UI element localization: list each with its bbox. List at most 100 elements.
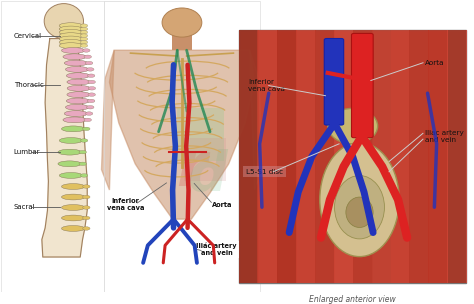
- Ellipse shape: [64, 60, 88, 66]
- Text: Sacral: Sacral: [14, 205, 36, 210]
- Ellipse shape: [85, 61, 93, 65]
- Ellipse shape: [62, 194, 85, 200]
- FancyBboxPatch shape: [428, 30, 448, 283]
- Ellipse shape: [80, 31, 88, 34]
- Ellipse shape: [87, 105, 94, 109]
- FancyBboxPatch shape: [239, 30, 466, 283]
- Ellipse shape: [79, 150, 86, 154]
- Ellipse shape: [88, 93, 95, 96]
- Ellipse shape: [64, 111, 88, 116]
- Ellipse shape: [82, 49, 90, 52]
- Ellipse shape: [59, 43, 82, 49]
- Ellipse shape: [65, 104, 89, 110]
- Polygon shape: [250, 50, 263, 190]
- FancyBboxPatch shape: [258, 30, 278, 283]
- Ellipse shape: [58, 161, 82, 167]
- Ellipse shape: [62, 215, 85, 221]
- Ellipse shape: [67, 85, 91, 91]
- FancyBboxPatch shape: [239, 30, 257, 283]
- Ellipse shape: [87, 67, 94, 71]
- Ellipse shape: [59, 138, 82, 143]
- Ellipse shape: [82, 216, 90, 220]
- Ellipse shape: [58, 149, 82, 155]
- FancyBboxPatch shape: [104, 1, 260, 292]
- Text: Lumbar: Lumbar: [14, 149, 40, 155]
- Ellipse shape: [80, 27, 88, 31]
- Text: Thoracic: Thoracic: [14, 82, 44, 88]
- Ellipse shape: [79, 162, 86, 166]
- Ellipse shape: [81, 174, 88, 177]
- Ellipse shape: [66, 73, 90, 79]
- Text: Inferior
vena cava: Inferior vena cava: [248, 79, 285, 92]
- Ellipse shape: [67, 92, 91, 98]
- FancyBboxPatch shape: [334, 30, 354, 283]
- FancyBboxPatch shape: [277, 30, 297, 283]
- FancyBboxPatch shape: [447, 30, 467, 283]
- Ellipse shape: [62, 205, 85, 210]
- Ellipse shape: [346, 197, 373, 227]
- Ellipse shape: [63, 54, 86, 60]
- Text: Inferior
vena cava: Inferior vena cava: [107, 198, 144, 211]
- FancyBboxPatch shape: [177, 109, 224, 161]
- Ellipse shape: [335, 175, 384, 239]
- Ellipse shape: [80, 37, 88, 41]
- Text: Aorta: Aorta: [212, 202, 233, 208]
- FancyBboxPatch shape: [296, 30, 316, 283]
- Ellipse shape: [59, 26, 82, 32]
- Ellipse shape: [66, 98, 90, 104]
- Text: Iliac artery
and vein: Iliac artery and vein: [196, 243, 237, 256]
- Ellipse shape: [82, 206, 90, 209]
- Ellipse shape: [88, 80, 95, 84]
- Text: Sacrum: Sacrum: [343, 195, 376, 204]
- Ellipse shape: [59, 36, 82, 42]
- Text: Cervical: Cervical: [14, 33, 42, 39]
- Ellipse shape: [88, 87, 96, 90]
- Ellipse shape: [81, 139, 88, 142]
- Ellipse shape: [80, 44, 88, 47]
- Ellipse shape: [87, 99, 95, 103]
- Ellipse shape: [59, 40, 82, 45]
- FancyBboxPatch shape: [391, 30, 410, 283]
- Text: Iliac artery
and vein: Iliac artery and vein: [425, 130, 464, 143]
- Text: L5-S1 disc: L5-S1 disc: [246, 169, 283, 175]
- Ellipse shape: [82, 127, 90, 131]
- FancyBboxPatch shape: [239, 30, 259, 283]
- Ellipse shape: [63, 117, 86, 123]
- Text: Aorta: Aorta: [425, 60, 445, 66]
- FancyBboxPatch shape: [315, 30, 335, 283]
- Ellipse shape: [59, 23, 82, 29]
- Ellipse shape: [80, 24, 88, 27]
- Polygon shape: [109, 50, 255, 219]
- Ellipse shape: [67, 79, 91, 85]
- Ellipse shape: [82, 195, 90, 199]
- Ellipse shape: [85, 112, 93, 115]
- Text: r: r: [176, 140, 206, 199]
- Polygon shape: [101, 50, 114, 190]
- FancyBboxPatch shape: [324, 39, 344, 125]
- Ellipse shape: [162, 8, 202, 37]
- Ellipse shape: [59, 173, 82, 178]
- FancyBboxPatch shape: [410, 30, 429, 283]
- Polygon shape: [42, 39, 87, 257]
- FancyBboxPatch shape: [448, 30, 466, 283]
- FancyBboxPatch shape: [172, 34, 192, 50]
- Ellipse shape: [59, 29, 82, 35]
- FancyBboxPatch shape: [184, 138, 227, 181]
- FancyBboxPatch shape: [353, 30, 373, 283]
- Ellipse shape: [44, 4, 83, 39]
- Ellipse shape: [80, 34, 88, 37]
- Ellipse shape: [62, 126, 85, 132]
- Ellipse shape: [82, 227, 90, 230]
- FancyBboxPatch shape: [0, 1, 120, 292]
- Ellipse shape: [59, 33, 82, 39]
- Ellipse shape: [62, 47, 85, 54]
- Ellipse shape: [320, 143, 399, 257]
- Ellipse shape: [62, 226, 85, 231]
- Ellipse shape: [62, 184, 85, 189]
- Text: L5: L5: [347, 122, 358, 131]
- Ellipse shape: [87, 74, 95, 78]
- FancyBboxPatch shape: [372, 30, 392, 283]
- Text: d: d: [188, 148, 228, 202]
- Ellipse shape: [82, 185, 90, 188]
- Ellipse shape: [84, 55, 91, 58]
